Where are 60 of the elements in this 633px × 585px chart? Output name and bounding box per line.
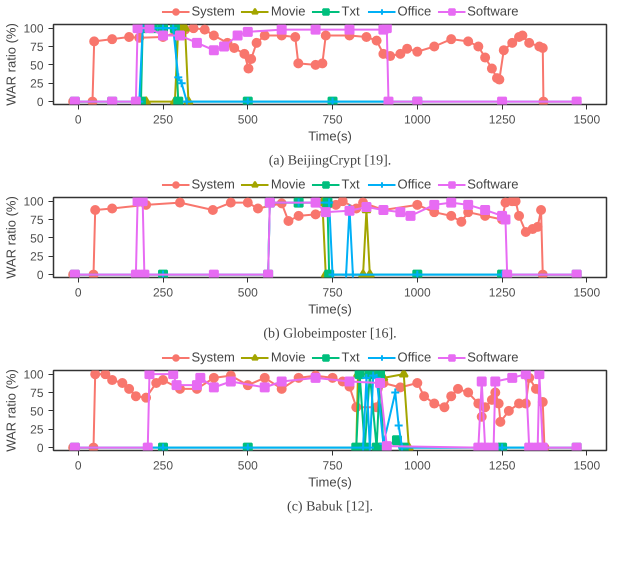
y-axis-title: WAR ratio (%) xyxy=(3,196,18,279)
y-axis-title: WAR ratio (%) xyxy=(3,23,18,106)
text: (b) Globeimposter [16]. xyxy=(263,326,397,342)
x-tick-label: 0 xyxy=(74,112,82,126)
x-tick-label: 1500 xyxy=(573,286,601,300)
legend-label: System xyxy=(191,176,235,192)
legend-label: Office xyxy=(398,4,432,18)
x-tick-label: 750 xyxy=(322,458,343,472)
text: (c) Babuk [12]. xyxy=(287,500,373,514)
legend-label: Movie xyxy=(270,4,306,18)
x-axis-title: Time(s) xyxy=(308,302,352,316)
legend-label: Txt xyxy=(342,350,361,364)
legend-label: Office xyxy=(398,350,432,364)
y-tick-label: 100 xyxy=(23,22,44,36)
legend-label: Movie xyxy=(270,350,306,364)
x-tick-label: 0 xyxy=(74,458,82,472)
x-tick-label: 250 xyxy=(153,458,174,472)
text: (a) BeijingCrypt [19]. xyxy=(268,154,392,168)
y-tick-label: 50 xyxy=(30,231,44,246)
legend-label: System xyxy=(191,4,235,18)
x-tick-label: 500 xyxy=(238,286,258,300)
x-tick-label: 750 xyxy=(322,112,343,126)
legend-label: Software xyxy=(467,4,519,18)
y-axis-title: WAR ratio (%) xyxy=(3,369,18,452)
y-tick-label: 100 xyxy=(23,194,44,209)
x-axis-title: Time(s) xyxy=(308,474,352,490)
legend-label: Office xyxy=(398,176,432,192)
y-tick-label: 75 xyxy=(30,386,44,400)
x-tick-label: 1500 xyxy=(573,112,601,126)
y-tick-label: 25 xyxy=(30,76,44,91)
y-tick-label: 25 xyxy=(30,250,44,264)
x-tick-label: 500 xyxy=(238,112,258,126)
y-tick-label: 0 xyxy=(36,441,44,456)
x-tick-label: 1000 xyxy=(404,112,431,126)
y-tick-label: 75 xyxy=(30,40,44,54)
x-tick-label: 1000 xyxy=(404,286,431,300)
x-tick-label: 1000 xyxy=(404,458,431,472)
y-tick-label: 100 xyxy=(23,368,44,382)
y-tick-label: 0 xyxy=(36,95,44,110)
x-tick-label: 1250 xyxy=(488,458,516,472)
x-tick-label: 1250 xyxy=(488,112,516,126)
x-tick-label: 0 xyxy=(74,286,82,300)
legend-label: Movie xyxy=(270,176,306,192)
x-tick-label: 250 xyxy=(153,286,174,300)
y-tick-label: 50 xyxy=(30,404,44,418)
y-tick-label: 0 xyxy=(36,268,44,282)
y-tick-label: 75 xyxy=(30,213,44,228)
x-axis-title: Time(s) xyxy=(308,128,352,144)
x-tick-label: 250 xyxy=(153,112,174,126)
legend-label: System xyxy=(191,350,235,364)
legend-label: Txt xyxy=(342,176,361,192)
legend-label: Software xyxy=(467,350,519,364)
x-tick-label: 1500 xyxy=(573,458,601,472)
legend-label: Software xyxy=(467,176,519,192)
x-tick-label: 500 xyxy=(238,458,258,472)
legend-label: Txt xyxy=(342,4,361,18)
x-tick-label: 750 xyxy=(322,286,343,300)
x-tick-label: 1250 xyxy=(488,286,516,300)
y-tick-label: 50 xyxy=(30,58,44,72)
y-tick-label: 25 xyxy=(30,422,44,437)
